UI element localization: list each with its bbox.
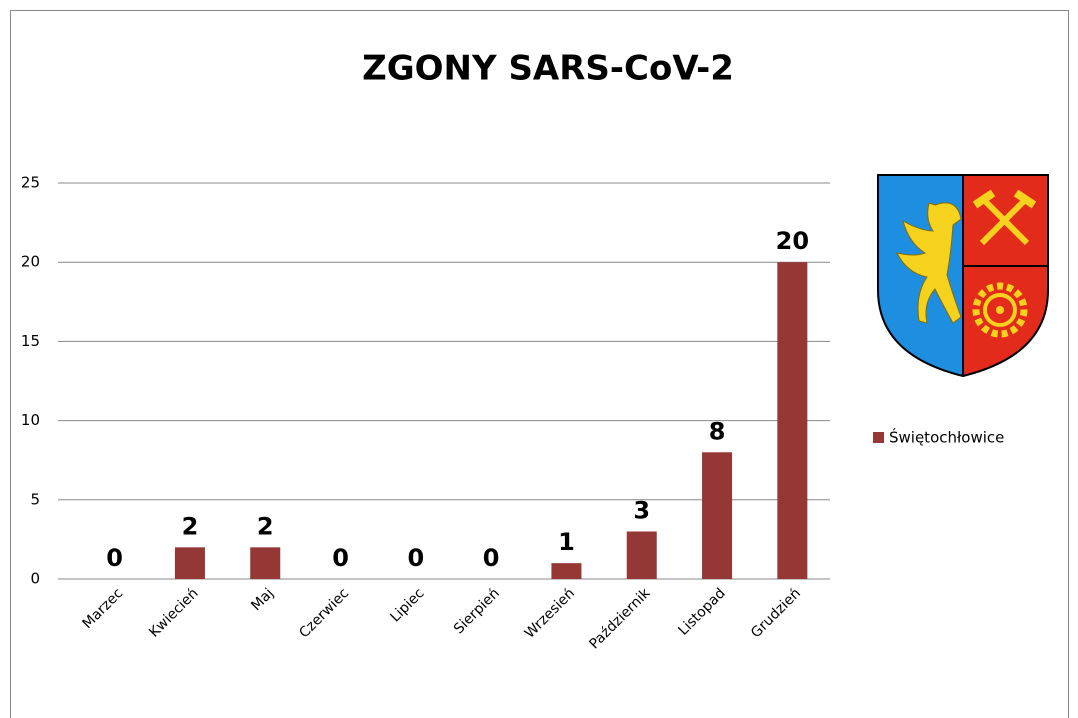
chart-title: ZGONY SARS-CoV-2: [362, 49, 734, 89]
y-tick-label: 5: [30, 490, 40, 508]
bar: [551, 563, 582, 579]
bar: [777, 262, 808, 579]
coat-of-arms: [877, 174, 1049, 378]
legend-swatch: [873, 432, 884, 443]
y-tick-label: 10: [21, 411, 40, 429]
data-label: 2: [257, 512, 274, 540]
data-label: 3: [633, 496, 650, 524]
bar: [626, 531, 657, 579]
data-label: 0: [407, 544, 424, 572]
data-label: 8: [709, 417, 726, 445]
data-label: 0: [332, 544, 349, 572]
data-label: 0: [106, 544, 123, 572]
chart-border: [10, 10, 1069, 718]
data-label: 20: [776, 227, 809, 255]
data-label: 2: [182, 512, 199, 540]
y-tick-label: 20: [21, 253, 40, 271]
y-tick-label: 0: [30, 570, 40, 588]
y-tick-label: 15: [21, 332, 40, 350]
bar: [174, 547, 205, 579]
bar: [702, 452, 733, 579]
data-label: 1: [558, 528, 575, 556]
bar: [250, 547, 281, 579]
legend-label: Świętochłowice: [889, 428, 1004, 447]
y-tick-label: 25: [21, 174, 40, 192]
data-label: 0: [483, 544, 500, 572]
